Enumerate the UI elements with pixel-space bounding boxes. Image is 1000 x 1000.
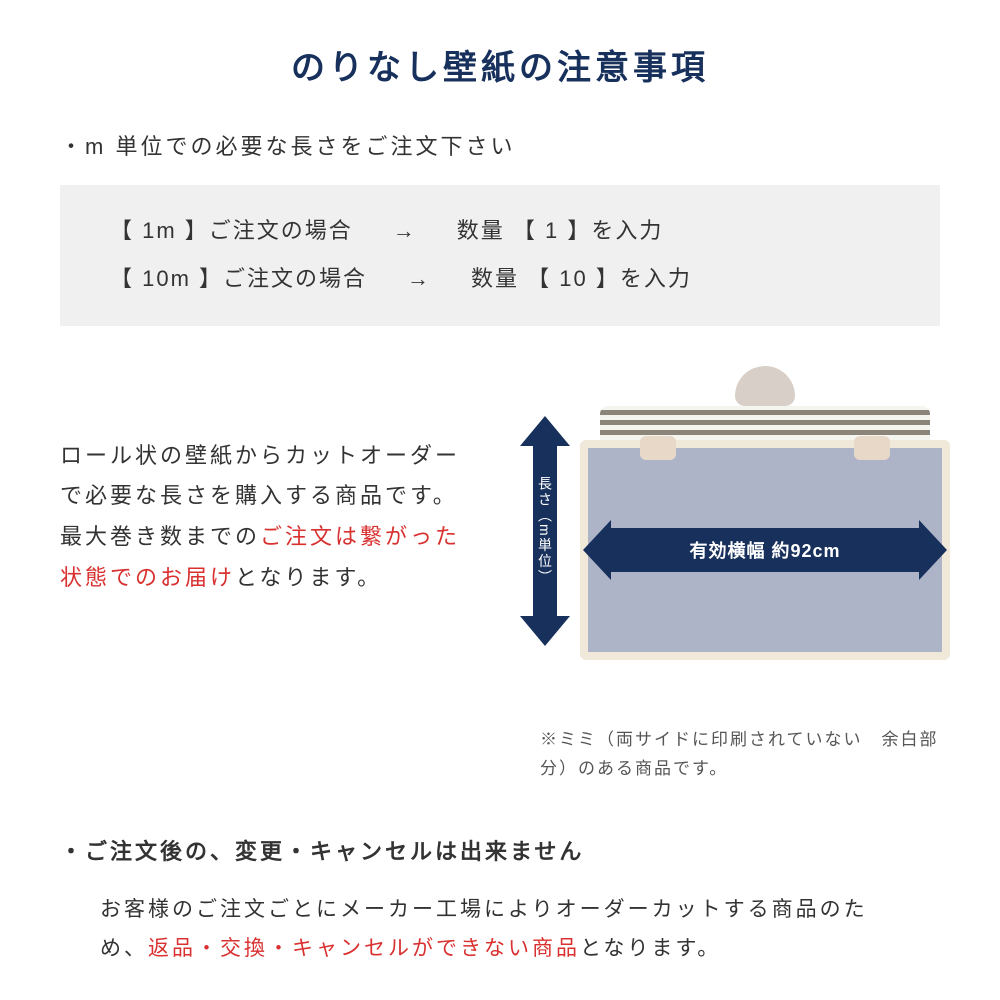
length-label: 長さ（m単位） (535, 476, 555, 586)
order-example-box: 【 1m 】ご注文の場合 → 数量 【 1 】を入力 【 10m 】ご注文の場合… (60, 185, 940, 326)
width-arrow: 有効横幅 約92cm (609, 528, 921, 572)
wallpaper-roll: 有効横幅 約92cm (580, 440, 950, 660)
order-row1-arrow: → (393, 207, 417, 255)
order-row2-arrow: → (407, 255, 431, 303)
page-title: のりなし壁紙の注意事項 (60, 40, 940, 89)
middle-section: ロール状の壁紙からカットオーダーで必要な長さを購入する商品です。最大巻き数までの… (60, 366, 940, 696)
length-arrow-body: 長さ（m単位） (533, 446, 557, 616)
person-shirt-icon (600, 406, 930, 440)
hand-right-icon (854, 436, 890, 460)
order-row-1: 【 1m 】ご注文の場合 → 数量 【 1 】を入力 (110, 207, 890, 255)
roll-desc-after: となります。 (235, 565, 382, 590)
wallpaper-diagram: 長さ（m単位） 有効横幅 約92cm (510, 366, 940, 696)
arrow-head-up-icon (520, 416, 570, 446)
roll-description: ロール状の壁紙からカットオーダーで必要な長さを購入する商品です。最大巻き数までの… (60, 366, 480, 696)
bullet-no-cancel: ・ご注文後の、変更・キャンセルは出来ません (60, 834, 940, 866)
hand-left-icon (640, 436, 676, 460)
order-row1-right: 数量 【 1 】を入力 (457, 207, 664, 255)
bullet-order-unit: ・m 単位での必要な長さをご注文下さい (60, 129, 940, 161)
length-arrow: 長さ（m単位） (520, 416, 570, 646)
person-holding-wallpaper: 有効横幅 約92cm (580, 366, 950, 660)
order-row2-left: 【 10m 】ご注文の場合 (110, 255, 367, 303)
no-cancel-red: 返品・交換・キャンセルができない商品 (148, 937, 580, 960)
mimi-note: ※ミミ（両サイドに印刷されていない 余白部分）のある商品です。 (540, 726, 940, 784)
order-row1-left: 【 1m 】ご注文の場合 (110, 207, 353, 255)
no-cancel-description: お客様のご注文ごとにメーカー工場によりオーダーカットする商品のため、返品・交換・… (60, 890, 940, 970)
order-row-2: 【 10m 】ご注文の場合 → 数量 【 10 】を入力 (110, 255, 890, 303)
order-row2-right: 数量 【 10 】を入力 (471, 255, 692, 303)
no-cancel-after: となります。 (580, 937, 721, 960)
width-label: 有効横幅 約92cm (689, 537, 840, 563)
arrow-head-down-icon (520, 616, 570, 646)
person-head-icon (735, 366, 795, 406)
